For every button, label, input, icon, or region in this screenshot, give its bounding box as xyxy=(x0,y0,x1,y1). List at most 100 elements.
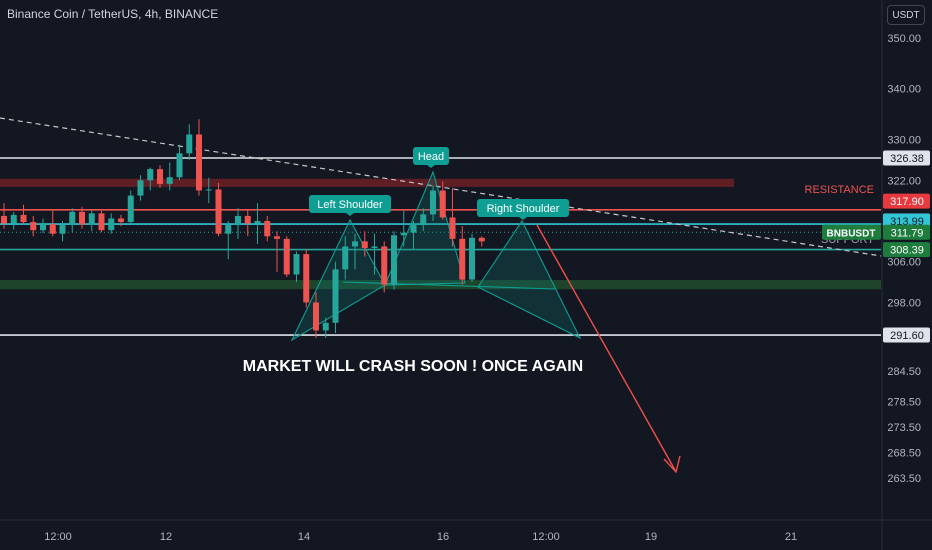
candle-body xyxy=(166,177,173,184)
forecast-arrow-head xyxy=(663,455,681,474)
candle-body xyxy=(293,254,300,275)
head-label-box xyxy=(413,147,449,165)
candle-body xyxy=(215,189,222,234)
price-chip-text: 291.60 xyxy=(890,330,924,342)
price-chip xyxy=(883,193,930,209)
candle xyxy=(264,215,271,242)
candle-body xyxy=(88,213,95,225)
candle xyxy=(439,181,446,220)
candle-body xyxy=(283,238,290,275)
resistance-zone xyxy=(0,178,734,187)
y-tick-label: 263.50 xyxy=(887,473,921,485)
candle-body xyxy=(449,217,456,239)
candle xyxy=(283,236,290,278)
candle xyxy=(459,226,466,285)
price-chip-text: 311.79 xyxy=(891,227,924,239)
price-label-326.38: 326.38 xyxy=(883,150,930,166)
price-chip xyxy=(883,150,930,166)
candle xyxy=(478,236,485,247)
candle xyxy=(449,187,456,247)
candle-body xyxy=(59,225,66,234)
candle-body xyxy=(313,302,319,331)
candle-body xyxy=(30,222,37,231)
candle-body xyxy=(205,189,212,191)
candle-body xyxy=(40,224,46,231)
y-tick-label: 340.00 xyxy=(887,84,921,96)
price-label-317.90: 317.90 xyxy=(883,193,930,209)
candle xyxy=(215,182,222,237)
candle-body xyxy=(147,169,154,181)
support-zone xyxy=(0,280,881,290)
left-shoulder-label-box xyxy=(309,195,391,213)
candle xyxy=(59,221,66,242)
candle xyxy=(166,162,173,191)
candle xyxy=(98,210,105,233)
y-tick-label: 350.00 xyxy=(887,33,921,45)
candle-body xyxy=(10,214,17,224)
forecast-arrow-line xyxy=(536,224,676,471)
price-chip xyxy=(883,242,930,258)
right-shoulder-label-text: Right Shoulder xyxy=(487,203,560,215)
left-shoulder-label-text: Left Shoulder xyxy=(317,199,383,211)
candle xyxy=(49,210,56,237)
candle xyxy=(30,215,37,237)
candle xyxy=(420,208,427,232)
candle-body xyxy=(322,322,329,331)
candle-body xyxy=(225,225,232,234)
pattern-triangle xyxy=(384,170,466,286)
candle xyxy=(88,209,95,232)
x-tick-label: 12:00 xyxy=(44,531,72,543)
pattern-triangle xyxy=(477,219,582,340)
candle xyxy=(430,185,436,222)
x-tick-label: 16 xyxy=(437,531,449,543)
x-tick-label: 12:00 xyxy=(532,531,560,543)
candle-body xyxy=(342,246,349,270)
candle xyxy=(118,214,124,227)
neckline xyxy=(342,281,556,290)
candle xyxy=(400,210,407,247)
candle xyxy=(274,231,280,272)
candle xyxy=(108,213,115,234)
candle-body xyxy=(264,221,271,237)
candle-body xyxy=(196,134,202,191)
candles xyxy=(1,119,485,339)
candle-body xyxy=(157,169,163,184)
candle xyxy=(196,119,202,196)
candle-body xyxy=(20,214,27,223)
y-tick-label: 273.50 xyxy=(887,422,921,434)
price-chip-text: 317.90 xyxy=(890,196,924,208)
chart-title: Binance Coin / TetherUS, 4h, BINANCE xyxy=(7,7,219,21)
x-tick-label: 14 xyxy=(298,531,310,543)
candle xyxy=(332,261,339,333)
y-tick-label: 330.00 xyxy=(887,135,921,147)
candle-body xyxy=(361,241,368,248)
candle xyxy=(69,208,76,233)
price-label-308.39: 308.39 xyxy=(883,242,930,258)
left-shoulder-label: Left Shoulder xyxy=(309,195,391,216)
candle xyxy=(157,165,163,188)
x-tick-label: 12 xyxy=(160,531,172,543)
candle xyxy=(235,208,241,239)
candle-body xyxy=(391,235,397,285)
candle xyxy=(147,167,154,191)
symbol-tag-text: BNBUSDT xyxy=(827,228,876,239)
candle-body xyxy=(127,195,134,223)
price-label-311.79: 311.79 BNBUSDT xyxy=(822,224,930,240)
candle-body xyxy=(381,246,388,285)
x-tick-label: 21 xyxy=(785,531,797,543)
y-tick-label: 284.50 xyxy=(887,366,921,378)
candle xyxy=(1,203,7,229)
candle xyxy=(205,177,212,204)
candle-body xyxy=(186,134,193,154)
candle xyxy=(225,221,232,260)
y-tick-label: 278.50 xyxy=(887,397,921,409)
candle xyxy=(20,204,27,225)
candle xyxy=(352,233,358,270)
right-shoulder-label-box xyxy=(477,199,569,217)
currency-button[interactable]: USDT xyxy=(887,5,925,25)
candle xyxy=(322,317,329,339)
left-shoulder-label-pointer xyxy=(346,213,354,216)
